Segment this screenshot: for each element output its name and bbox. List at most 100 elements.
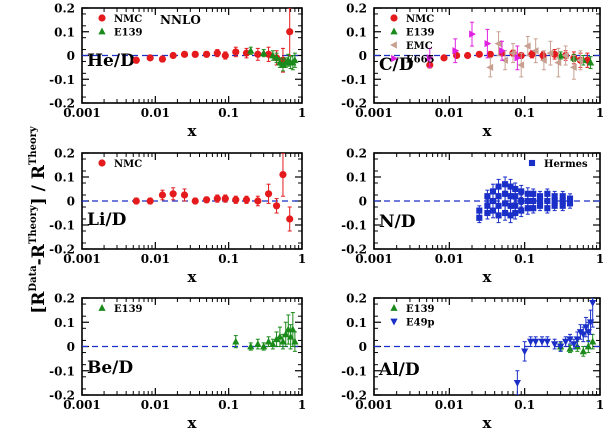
panel-label: C/D xyxy=(379,55,414,75)
panel-2: 0.001 0.01 0.1 1 0.2 0.1 0 -0.1 -0.2 x Li/D NMC xyxy=(49,147,306,287)
y-tick-label: -0.1 xyxy=(49,364,75,378)
data-point xyxy=(539,56,547,64)
legend-marker xyxy=(390,27,398,35)
data-point xyxy=(232,196,240,204)
data-point xyxy=(573,336,581,344)
data-point xyxy=(544,205,551,212)
data-point xyxy=(452,47,460,55)
y-tick-label: 0.1 xyxy=(346,316,367,330)
data-point xyxy=(499,47,506,55)
data-point xyxy=(527,338,535,346)
x-tick-label: 0.1 xyxy=(514,252,535,266)
series-group xyxy=(132,8,299,73)
data-point xyxy=(518,197,525,205)
data-point xyxy=(291,337,299,345)
panels-group: 0.001 0.01 0.1 1 0.2 0.1 0 -0.1 -0.2 x He/D NNLO NMC… xyxy=(49,2,604,433)
legend-label: EMC xyxy=(406,41,433,52)
data-point xyxy=(476,207,483,214)
series-group xyxy=(132,153,294,232)
x-tick-label: 0.1 xyxy=(514,106,535,120)
data-point xyxy=(254,50,262,58)
x-tick-label: 0.001 xyxy=(355,252,393,266)
panel-label: Al/D xyxy=(378,360,420,380)
data-point xyxy=(272,202,281,210)
data-point xyxy=(213,49,221,57)
data-point xyxy=(507,212,514,219)
data-point xyxy=(484,202,491,209)
data-point xyxy=(146,54,154,62)
x-tick-label: 0.001 xyxy=(355,398,393,412)
data-point xyxy=(260,342,268,350)
y-tick-label: 0.1 xyxy=(346,171,367,185)
data-point xyxy=(221,51,229,60)
data-point xyxy=(264,337,273,345)
data-point xyxy=(486,50,494,58)
y-tick-label: -0.2 xyxy=(341,243,367,257)
x-tick-label: 0.001 xyxy=(355,106,393,120)
data-point xyxy=(260,49,268,57)
y-tick-label: -0.2 xyxy=(49,243,75,257)
data-point xyxy=(507,193,514,200)
y-tick-label: 0 xyxy=(359,195,367,209)
data-point xyxy=(146,197,154,205)
data-point xyxy=(531,47,539,55)
x-tick-label: 0.01 xyxy=(141,252,170,266)
series-group xyxy=(232,312,299,352)
y-tick-label: 0.2 xyxy=(54,2,75,16)
legend-label: NMC xyxy=(406,14,434,25)
y-tick-label: 0 xyxy=(359,340,367,354)
y-tick-label: -0.1 xyxy=(341,73,367,87)
y-axis-label-theory2: Theory xyxy=(28,125,39,165)
data-point xyxy=(495,193,502,200)
data-point xyxy=(502,181,509,188)
x-axis-label: x xyxy=(188,414,198,432)
x-axis-label: x xyxy=(483,268,493,286)
data-point xyxy=(579,347,587,355)
x-tick-label: 0.1 xyxy=(218,252,239,266)
x-axis-label: x xyxy=(188,268,198,286)
data-point xyxy=(221,195,229,203)
data-point xyxy=(532,338,540,346)
data-point xyxy=(279,337,287,345)
data-point xyxy=(484,193,491,200)
data-point xyxy=(291,56,299,64)
data-point xyxy=(523,42,531,50)
data-point xyxy=(554,59,562,67)
data-point xyxy=(509,49,516,57)
data-point xyxy=(501,56,508,64)
legend-label: E139 xyxy=(406,304,435,315)
data-point xyxy=(282,330,290,338)
x-tick-label: 1 xyxy=(298,398,306,412)
data-point xyxy=(502,200,509,207)
data-point xyxy=(169,51,177,60)
data-point xyxy=(469,30,476,38)
legend-label: Hermes xyxy=(544,159,588,170)
data-point xyxy=(539,51,547,60)
data-point xyxy=(544,190,551,197)
legend-marker xyxy=(528,159,536,167)
data-point xyxy=(489,207,497,214)
y-tick-label: 0 xyxy=(359,49,367,63)
x-tick-label: 0.1 xyxy=(218,106,239,120)
legend-marker xyxy=(390,318,398,326)
data-point xyxy=(502,209,509,217)
data-point xyxy=(169,190,177,198)
y-axis-label-data: Data xyxy=(28,265,39,292)
series-group xyxy=(476,176,574,224)
data-point xyxy=(514,54,522,62)
y-axis-label-mid1: -R xyxy=(29,243,49,265)
data-point xyxy=(272,53,281,61)
panel-0: 0.001 0.01 0.1 1 0.2 0.1 0 -0.1 -0.2 x He/D NNLO NMC… xyxy=(49,2,306,141)
data-point xyxy=(530,205,537,212)
data-point xyxy=(551,202,558,209)
data-point xyxy=(502,190,509,197)
data-point xyxy=(512,209,519,217)
panel-label: Be/D xyxy=(87,358,133,378)
y-tick-label: 0.1 xyxy=(54,25,75,39)
y-tick-label: 0.1 xyxy=(54,171,75,185)
data-point xyxy=(286,28,294,36)
y-tick-label: -0.2 xyxy=(49,389,75,403)
legend-label: E139 xyxy=(406,28,435,39)
data-point xyxy=(158,55,167,63)
